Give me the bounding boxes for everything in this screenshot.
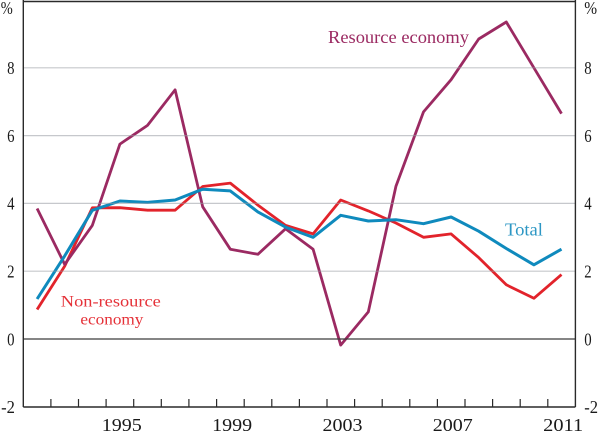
svg-text:economy: economy <box>80 310 144 329</box>
svg-text:Total: Total <box>505 220 543 240</box>
svg-text:6: 6 <box>7 126 14 146</box>
svg-text:2003: 2003 <box>323 415 363 431</box>
svg-text:Non-resource: Non-resource <box>61 291 161 310</box>
svg-text:4: 4 <box>584 194 591 214</box>
svg-text:Resource economy: Resource economy <box>328 27 469 47</box>
svg-text:1999: 1999 <box>212 415 252 431</box>
svg-text:2: 2 <box>584 262 591 282</box>
svg-text:2: 2 <box>7 262 14 282</box>
svg-text:8: 8 <box>7 58 14 78</box>
svg-text:-2: -2 <box>1 397 15 417</box>
svg-text:%: % <box>584 0 597 18</box>
svg-text:0: 0 <box>584 329 591 349</box>
svg-text:1995: 1995 <box>102 415 142 431</box>
svg-text:2011: 2011 <box>543 415 583 431</box>
svg-text:6: 6 <box>584 126 591 146</box>
svg-text:4: 4 <box>7 194 14 214</box>
svg-text:2007: 2007 <box>433 415 473 431</box>
svg-text:%: % <box>1 0 13 18</box>
svg-text:0: 0 <box>7 329 14 349</box>
svg-text:8: 8 <box>584 58 591 78</box>
svg-text:-2: -2 <box>584 397 598 417</box>
